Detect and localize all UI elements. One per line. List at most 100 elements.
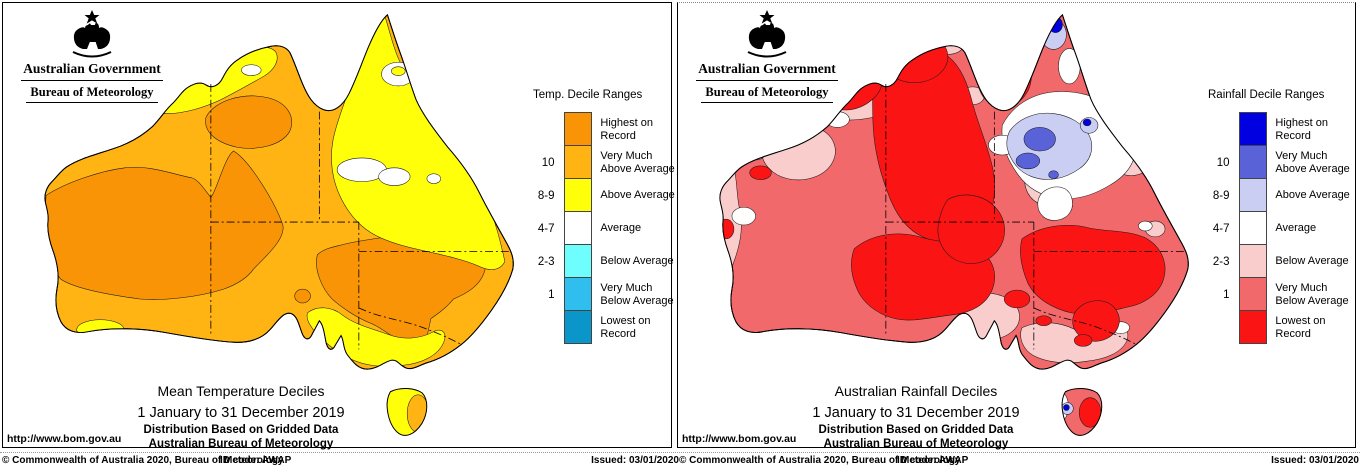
legend-swatch bbox=[1238, 211, 1268, 245]
legend-label: Very Much Below Average bbox=[1275, 281, 1349, 307]
legend-decile-range bbox=[519, 311, 564, 344]
caption-title: Mean Temperature Deciles bbox=[157, 383, 325, 399]
australia-map-rainfall bbox=[719, 14, 1189, 436]
legend-swatch bbox=[1238, 145, 1268, 179]
issued-date-text: Issued: 03/01/2020 bbox=[1271, 455, 1359, 466]
legend-label: Highest on Record bbox=[1275, 116, 1328, 142]
legend-label: Above Average bbox=[600, 189, 675, 201]
bom-url: http://www.bom.gov.au bbox=[7, 433, 122, 445]
coastline bbox=[719, 14, 1189, 370]
footer-strip: © Commonwealth of Australia 2020, Bureau… bbox=[0, 452, 1360, 468]
legend-label: Very Much Below Average bbox=[600, 281, 674, 307]
legend-label: Above Average bbox=[1275, 189, 1350, 201]
legend-decile-range: 2-3 bbox=[1212, 255, 1230, 268]
legend-label: Very Much Above Average bbox=[600, 149, 675, 175]
legend-decile-range: 1 bbox=[548, 288, 555, 301]
legend-label: Highest on Record bbox=[600, 116, 653, 142]
issued-date-text: Issued: 03/01/2020 bbox=[591, 455, 679, 466]
legend-decile-range: 10 bbox=[1216, 156, 1230, 169]
copyright-text: © Commonwealth of Australia 2020, Bureau… bbox=[2, 455, 284, 466]
legend-swatch bbox=[563, 211, 593, 245]
caption-bureau-line: Australian Bureau of Meteorology bbox=[148, 437, 334, 450]
legend-rows: Highest on Record 10 Very Much Above Avera… bbox=[519, 112, 681, 344]
legend-label: Below Average bbox=[600, 255, 674, 267]
caption-period: 1 January to 31 December 2019 bbox=[812, 405, 1020, 421]
legend-swatch bbox=[563, 112, 593, 146]
legend-item: 1 Very Much Below Average bbox=[1194, 277, 1356, 311]
footer-right: © Commonwealth of Australia 2020, Bureau… bbox=[679, 453, 1360, 468]
rainfall-map-panel: Australian Government Bureau of Meteorol… bbox=[677, 2, 1356, 451]
caption-title: Australian Rainfall Deciles bbox=[834, 383, 998, 399]
legend-item: 4-7 Average bbox=[1194, 211, 1356, 245]
legend-rows: Highest on Record 10 Very Much Above Avera… bbox=[1194, 112, 1356, 344]
legend-title: Temp. Decile Ranges bbox=[533, 89, 643, 101]
legend-item: Lowest on Record bbox=[1194, 310, 1356, 344]
legend-decile-range: 10 bbox=[541, 156, 555, 169]
legend-label: Lowest on Record bbox=[600, 314, 651, 340]
legend-label: Average bbox=[1275, 222, 1317, 234]
caption-period: 1 January to 31 December 2019 bbox=[137, 405, 345, 421]
legend-decile-range: 8-9 bbox=[1212, 189, 1230, 202]
legend-swatch bbox=[563, 277, 593, 311]
legend-item: Lowest on Record bbox=[519, 310, 681, 344]
legend-item: 8-9 Above Average bbox=[1194, 178, 1356, 212]
legend-label: Very Much Above Average bbox=[1275, 149, 1350, 175]
gov-title: Australian Government bbox=[696, 61, 838, 81]
legend-swatch bbox=[563, 178, 593, 212]
map-caption: Australian Rainfall Deciles 1 January to… bbox=[706, 383, 1126, 451]
state-borders bbox=[210, 83, 512, 350]
legend-item: 8-9 Above Average bbox=[519, 178, 681, 212]
state-borders bbox=[885, 83, 1187, 350]
legend-swatch bbox=[563, 310, 593, 344]
coat-of-arms-icon bbox=[72, 10, 112, 58]
footer-left: © Commonwealth of Australia 2020, Bureau… bbox=[2, 453, 680, 468]
legend-decile-range: 4-7 bbox=[1212, 222, 1230, 235]
temperature-legend: Temp. Decile Ranges Highest on Record 10 V… bbox=[519, 89, 681, 344]
bureau-title: Bureau of Meteorology bbox=[26, 85, 158, 103]
legend-decile-range bbox=[1194, 113, 1239, 146]
coat-of-arms-block: Australian Government Bureau of Meteorol… bbox=[686, 7, 848, 103]
legend-item: Highest on Record bbox=[519, 112, 681, 146]
legend-item: 1 Very Much Below Average bbox=[519, 277, 681, 311]
legend-decile-range bbox=[519, 113, 564, 146]
legend-swatch bbox=[1238, 244, 1268, 278]
legend-swatch bbox=[563, 244, 593, 278]
legend-title: Rainfall Decile Ranges bbox=[1208, 89, 1325, 101]
rainfall-legend: Rainfall Decile Ranges Highest on Record… bbox=[1194, 89, 1356, 344]
gov-title: Australian Government bbox=[21, 61, 163, 81]
coat-of-arms-icon bbox=[747, 10, 787, 58]
legend-decile-range: 4-7 bbox=[537, 222, 555, 235]
legend-label: Average bbox=[600, 222, 642, 234]
legend-swatch bbox=[1238, 112, 1268, 146]
legend-item: 10 Very Much Above Average bbox=[519, 145, 681, 179]
caption-source-line: Distribution Based on Gridded Data bbox=[143, 424, 339, 436]
legend-decile-range: 8-9 bbox=[537, 189, 555, 202]
australia-map-temperature bbox=[44, 14, 514, 436]
coat-of-arms-block: Australian Government Bureau of Meteorol… bbox=[11, 7, 173, 103]
legend-swatch bbox=[1238, 178, 1268, 212]
bom-url: http://www.bom.gov.au bbox=[682, 433, 797, 445]
caption-source-line: Distribution Based on Gridded Data bbox=[818, 424, 1014, 436]
legend-decile-range bbox=[1194, 311, 1239, 344]
legend-swatch bbox=[1238, 310, 1268, 344]
id-code-text: ID code: AWAP bbox=[220, 455, 292, 466]
legend-label: Lowest on Record bbox=[1275, 314, 1326, 340]
legend-item: Highest on Record bbox=[1194, 112, 1356, 146]
legend-decile-range: 2-3 bbox=[537, 255, 555, 268]
legend-swatch bbox=[1238, 277, 1268, 311]
copyright-text: © Commonwealth of Australia 2020, Bureau… bbox=[679, 455, 961, 466]
id-code-text: ID code: AWAP bbox=[897, 455, 969, 466]
coastline bbox=[44, 14, 514, 370]
legend-item: 10 Very Much Above Average bbox=[1194, 145, 1356, 179]
legend-item: 4-7 Average bbox=[519, 211, 681, 245]
legend-decile-range: 1 bbox=[1223, 288, 1230, 301]
legend-item: 2-3 Below Average bbox=[519, 244, 681, 278]
bureau-title: Bureau of Meteorology bbox=[701, 85, 833, 103]
map-caption: Mean Temperature Deciles 1 January to 31… bbox=[31, 383, 451, 451]
temperature-map-panel: Australian Government Bureau of Meteorol… bbox=[2, 2, 675, 451]
legend-swatch bbox=[563, 145, 593, 179]
legend-label: Below Average bbox=[1275, 255, 1349, 267]
caption-bureau-line: Australian Bureau of Meteorology bbox=[823, 437, 1009, 450]
legend-item: 2-3 Below Average bbox=[1194, 244, 1356, 278]
